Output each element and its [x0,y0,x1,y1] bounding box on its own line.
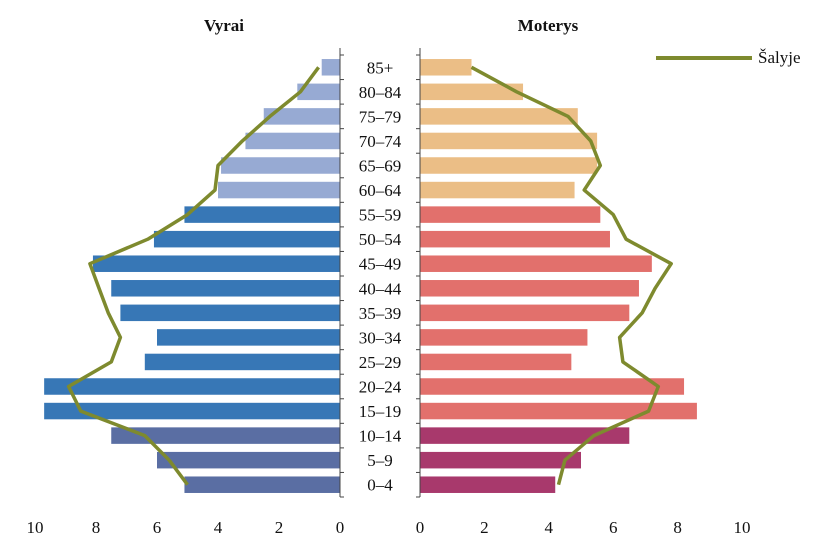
men-bar-40–44 [111,280,340,297]
women-country-line [470,65,673,486]
men-x-tick-label: 0 [336,518,345,537]
age-group-label: 50–54 [359,230,402,249]
men-x-tick-label: 8 [92,518,101,537]
age-group-label: 35–39 [359,304,402,323]
lines-group [66,65,673,486]
women-bar-80–84 [420,83,524,101]
left-panel-title: Vyrai [204,16,244,35]
men-bar-10–14 [111,427,340,444]
age-group-label: 85+ [367,58,394,77]
men-country-line [66,66,321,486]
age-group-label: 30–34 [359,328,402,347]
men-x-tick-label: 10 [27,518,44,537]
men-bar-30–34 [157,329,340,346]
age-group-label: 65–69 [359,157,402,176]
legend: Šalyje [656,48,801,67]
legend-label: Šalyje [758,48,801,67]
women-x-tick-label: 4 [545,518,554,537]
age-group-label: 5–9 [367,451,393,470]
age-group-label: 75–79 [359,107,402,126]
age-group-label: 55–59 [359,206,402,225]
men-x-tick-label: 4 [214,518,223,537]
women-x-tick-label: 2 [480,518,489,537]
age-group-label: 80–84 [359,83,402,102]
age-labels-group: 0–4 5–9 10–14 15–19 20–24 25–29 30–34 35–39 40–4… [359,58,402,494]
women-bar-5–9 [420,451,581,469]
age-group-label: 45–49 [359,255,402,274]
men-bar-0–4 [184,476,340,493]
age-group-label: 25–29 [359,353,402,372]
women-bar-0–4 [420,476,556,493]
men-bar-35–39 [120,304,341,322]
age-group-label: 15–19 [359,402,402,421]
women-bar-75–79 [420,108,578,125]
women-bar-30–34 [420,329,588,346]
women-bar-65–69 [420,157,598,174]
women-x-tick-label: 10 [734,518,751,537]
women-x-tick-label: 6 [609,518,618,537]
bars-group [44,59,697,493]
women-bar-20–24 [420,378,685,395]
age-group-label: 70–74 [359,132,402,151]
men-bar-85+ [321,59,340,76]
women-bar-10–14 [420,427,630,444]
men-bar-5–9 [157,451,340,469]
women-bar-60–64 [420,181,575,199]
men-bar-70–74 [245,132,340,150]
women-bar-35–39 [420,304,630,322]
men-bar-60–64 [218,181,340,199]
men-bar-65–69 [221,157,340,174]
axes-group: 0 0 2 2 4 4 6 6 8 8 10 10 [27,48,751,537]
age-group-label: 0–4 [367,476,393,495]
women-bar-40–44 [420,280,639,297]
right-panel-title: Moterys [518,16,579,35]
men-bar-80–84 [297,83,340,101]
women-bar-25–29 [420,353,572,371]
men-bar-25–29 [144,353,340,371]
age-group-label: 60–64 [359,181,402,200]
age-group-label: 40–44 [359,279,402,298]
women-bar-70–74 [420,132,598,150]
women-x-tick-label: 8 [673,518,682,537]
women-x-tick-label: 0 [416,518,425,537]
women-bar-15–19 [420,402,697,420]
men-bar-20–24 [44,378,341,395]
men-bar-50–54 [153,230,340,248]
men-bar-15–19 [44,402,341,420]
age-group-label: 10–14 [359,427,402,446]
women-bar-50–54 [420,230,610,248]
men-x-tick-label: 2 [275,518,284,537]
men-bar-55–59 [184,206,340,223]
age-group-label: 20–24 [359,378,402,397]
women-bar-85+ [420,59,472,76]
men-x-tick-label: 6 [153,518,162,537]
men-bar-75–79 [263,108,340,125]
men-bar-45–49 [92,255,340,272]
women-bar-55–59 [420,206,601,223]
women-bar-45–49 [420,255,652,272]
